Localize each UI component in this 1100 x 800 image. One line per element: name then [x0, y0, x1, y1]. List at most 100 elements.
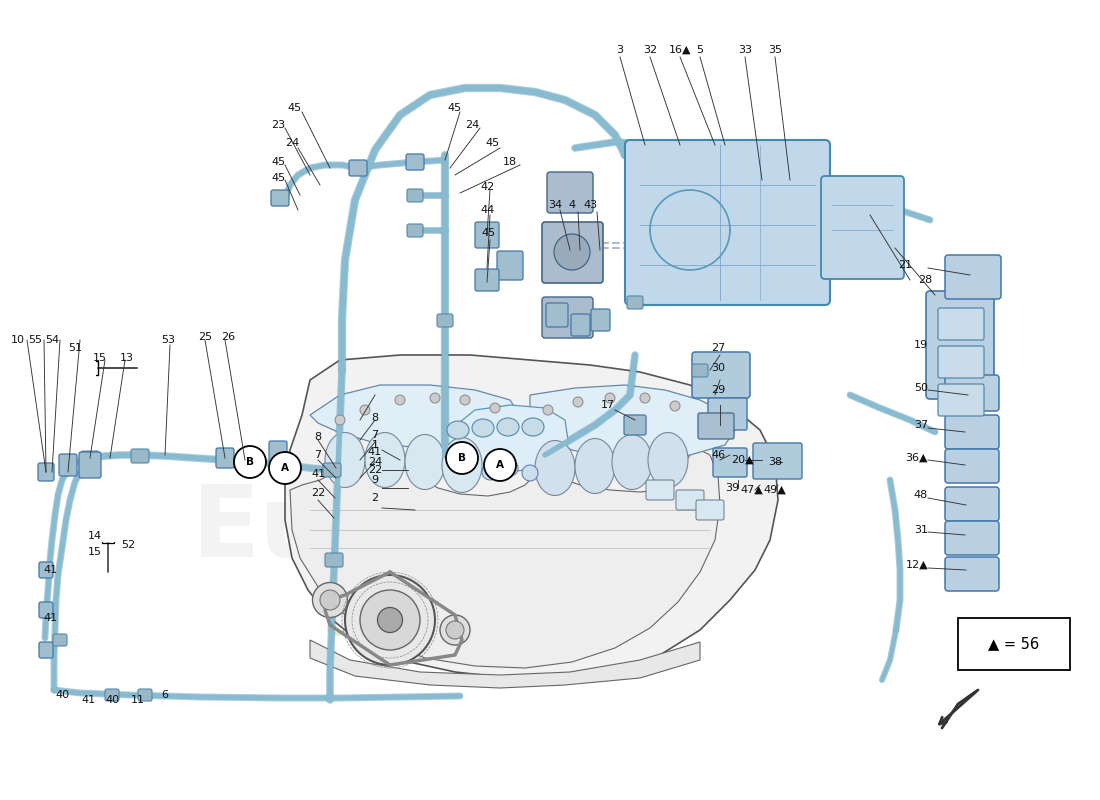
- Text: B: B: [246, 457, 254, 467]
- FancyBboxPatch shape: [39, 463, 54, 481]
- Circle shape: [554, 234, 590, 270]
- Circle shape: [460, 395, 470, 405]
- FancyBboxPatch shape: [938, 308, 984, 340]
- FancyBboxPatch shape: [945, 557, 999, 591]
- FancyBboxPatch shape: [407, 189, 424, 202]
- Text: 7: 7: [372, 430, 378, 440]
- Text: 12▲: 12▲: [905, 560, 928, 570]
- FancyBboxPatch shape: [625, 140, 830, 305]
- Text: 41: 41: [81, 695, 95, 705]
- Text: 24: 24: [367, 457, 382, 467]
- Text: 35: 35: [768, 45, 782, 55]
- Circle shape: [446, 442, 478, 474]
- Text: 7: 7: [315, 450, 321, 460]
- FancyBboxPatch shape: [591, 309, 611, 331]
- Text: 20▲: 20▲: [730, 455, 754, 465]
- Text: 43: 43: [583, 200, 597, 210]
- FancyBboxPatch shape: [627, 296, 644, 309]
- FancyBboxPatch shape: [104, 689, 119, 701]
- Text: 22: 22: [367, 465, 382, 475]
- Ellipse shape: [360, 590, 420, 650]
- Text: 45: 45: [271, 157, 285, 167]
- Ellipse shape: [447, 421, 469, 439]
- Text: 33: 33: [738, 45, 752, 55]
- Polygon shape: [290, 450, 720, 668]
- FancyBboxPatch shape: [406, 154, 424, 170]
- FancyBboxPatch shape: [39, 562, 53, 578]
- FancyBboxPatch shape: [350, 162, 366, 175]
- FancyBboxPatch shape: [81, 451, 99, 465]
- FancyBboxPatch shape: [713, 448, 747, 477]
- FancyBboxPatch shape: [546, 303, 568, 327]
- Text: 54: 54: [45, 335, 59, 345]
- FancyBboxPatch shape: [945, 521, 999, 555]
- Text: 1: 1: [372, 440, 378, 450]
- Text: 36▲: 36▲: [905, 453, 928, 463]
- FancyBboxPatch shape: [59, 454, 77, 476]
- FancyBboxPatch shape: [938, 384, 984, 416]
- FancyBboxPatch shape: [323, 463, 341, 477]
- Text: 24: 24: [465, 120, 480, 130]
- FancyBboxPatch shape: [571, 314, 590, 336]
- Text: 48: 48: [914, 490, 928, 500]
- Text: 25: 25: [198, 332, 212, 342]
- Text: Europes: Europes: [191, 482, 648, 578]
- FancyBboxPatch shape: [270, 441, 287, 463]
- Polygon shape: [455, 405, 568, 472]
- Ellipse shape: [405, 434, 446, 490]
- FancyBboxPatch shape: [708, 398, 747, 430]
- Circle shape: [605, 393, 615, 403]
- Circle shape: [395, 395, 405, 405]
- FancyBboxPatch shape: [958, 618, 1070, 670]
- FancyBboxPatch shape: [475, 269, 499, 291]
- Ellipse shape: [535, 441, 575, 495]
- Ellipse shape: [472, 419, 494, 437]
- Text: 14: 14: [88, 531, 102, 541]
- Text: 30: 30: [711, 363, 725, 373]
- Text: 40: 40: [104, 695, 119, 705]
- Text: 17: 17: [601, 400, 615, 410]
- Text: 3: 3: [616, 45, 624, 55]
- Ellipse shape: [497, 418, 519, 436]
- Text: 23: 23: [271, 120, 285, 130]
- Text: 41: 41: [43, 613, 57, 623]
- Text: 26: 26: [221, 332, 235, 342]
- Ellipse shape: [365, 433, 405, 487]
- FancyBboxPatch shape: [945, 415, 999, 449]
- Circle shape: [482, 464, 498, 480]
- Text: 38: 38: [768, 457, 782, 467]
- Ellipse shape: [324, 433, 365, 487]
- Text: 13: 13: [120, 353, 134, 363]
- FancyBboxPatch shape: [676, 490, 704, 510]
- Text: 41: 41: [43, 565, 57, 575]
- Text: 49▲: 49▲: [763, 485, 786, 495]
- FancyBboxPatch shape: [437, 314, 453, 327]
- Text: 24: 24: [285, 138, 299, 148]
- Circle shape: [640, 393, 650, 403]
- FancyBboxPatch shape: [138, 689, 152, 701]
- Ellipse shape: [312, 582, 348, 618]
- Ellipse shape: [522, 418, 544, 436]
- Circle shape: [670, 401, 680, 411]
- FancyBboxPatch shape: [945, 487, 999, 521]
- Text: 21: 21: [898, 260, 912, 270]
- Text: 8: 8: [372, 413, 378, 423]
- Text: 22: 22: [311, 488, 326, 498]
- Circle shape: [700, 415, 710, 425]
- Polygon shape: [285, 355, 778, 678]
- Text: 29: 29: [711, 385, 725, 395]
- Text: 34: 34: [548, 200, 562, 210]
- FancyBboxPatch shape: [547, 172, 593, 213]
- Text: ▲ = 56: ▲ = 56: [989, 637, 1040, 651]
- FancyBboxPatch shape: [926, 291, 994, 399]
- Ellipse shape: [648, 433, 688, 487]
- FancyBboxPatch shape: [542, 297, 593, 338]
- FancyBboxPatch shape: [692, 364, 708, 377]
- FancyBboxPatch shape: [349, 160, 367, 176]
- Text: 2: 2: [372, 493, 378, 503]
- Ellipse shape: [612, 434, 652, 490]
- Circle shape: [234, 446, 266, 478]
- Polygon shape: [310, 385, 520, 448]
- FancyBboxPatch shape: [53, 634, 67, 646]
- Text: 53: 53: [161, 335, 175, 345]
